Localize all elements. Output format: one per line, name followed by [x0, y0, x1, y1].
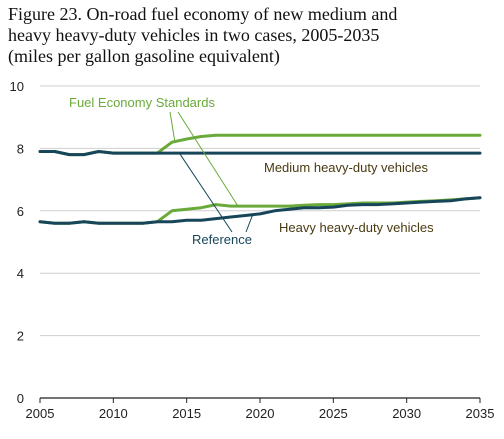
annotation-medium-heavy-duty-vehicles: Medium heavy-duty vehicles — [264, 160, 429, 175]
leader-reference-heavy — [245, 214, 254, 233]
chart-title: Figure 23. On-road fuel economy of new m… — [8, 4, 498, 67]
leader-standards-medium — [169, 111, 176, 143]
leader-standards-heavy — [177, 111, 239, 207]
chart-title-line-3: (miles per gallon gasoline equivalent) — [8, 46, 280, 66]
y-tick-label-2: 2 — [17, 329, 24, 344]
y-tick-label-8: 8 — [17, 141, 24, 156]
y-tick-label-6: 6 — [17, 204, 24, 219]
series-line-reference-heavy-heavy-duty-vehicles — [38, 196, 482, 225]
annotation-heavy-heavy-duty-vehicles: Heavy heavy-duty vehicles — [279, 220, 434, 235]
x-tick-label-2005: 2005 — [26, 406, 55, 421]
leader-reference-medium — [178, 152, 233, 233]
y-tick-label-0: 0 — [17, 391, 24, 406]
chart-title-line-2: heavy heavy-duty vehicles in two cases, … — [8, 25, 380, 45]
annotation-reference: Reference — [192, 232, 252, 247]
x-tick-label-2015: 2015 — [172, 406, 201, 421]
x-tick-label-2010: 2010 — [99, 406, 128, 421]
series-line-reference-medium-heavy-duty-vehicles — [38, 150, 482, 157]
y-tick-label-4: 4 — [17, 266, 24, 281]
y-tick-label-10: 10 — [10, 79, 24, 94]
annotation-fuel-economy-standards: Fuel Economy Standards — [69, 95, 215, 110]
x-tick-label-2030: 2030 — [392, 406, 421, 421]
x-tick-label-2035: 2035 — [466, 406, 495, 421]
chart-title-line-1: Figure 23. On-road fuel economy of new m… — [8, 4, 398, 24]
x-tick-label-2020: 2020 — [246, 406, 275, 421]
x-tick-label-2025: 2025 — [319, 406, 348, 421]
